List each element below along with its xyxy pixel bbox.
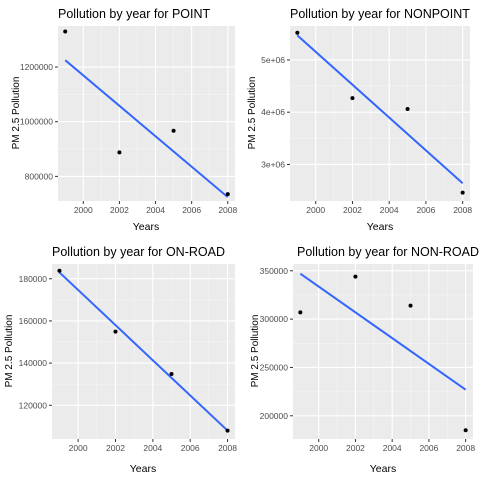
chart-title: Pollution by year for ON-ROAD (52, 245, 225, 259)
x-axis-label: Years (130, 463, 156, 475)
trend-line (299, 272, 467, 391)
trend-line (64, 59, 229, 198)
x-tick-label: 2006 (419, 443, 438, 453)
data-point (350, 96, 355, 101)
x-tick-label: 2008 (218, 443, 237, 453)
data-point (57, 268, 62, 273)
trend-line (58, 271, 229, 432)
x-tick-label: 2002 (343, 205, 362, 215)
y-tick-label: 1000000 (20, 117, 53, 127)
y-tick-label: 800000 (25, 171, 54, 181)
y-tick-label: 120000 (19, 400, 48, 410)
plot-panel (58, 26, 235, 201)
x-tick-label: 2004 (380, 205, 399, 215)
data-point (169, 372, 174, 377)
x-tick-label: 2002 (346, 443, 365, 453)
y-tick-label: 3e+06 (261, 159, 285, 169)
x-tick-label: 2008 (456, 443, 475, 453)
data-point (225, 428, 230, 433)
y-tick-label: 140000 (19, 358, 48, 368)
y-tick-label: 4e+06 (261, 107, 285, 117)
x-tick-label: 2004 (146, 205, 165, 215)
x-tick-label: 2002 (106, 443, 125, 453)
chart-panel-3: 2000 2002 2004 2006 2008 120000 140000 160000 18… (4, 245, 237, 475)
data-point (171, 128, 176, 133)
y-axis-label: PM 2.5 Pollution (4, 315, 15, 388)
chart-title: Pollution by year for POINT (58, 7, 211, 21)
y-tick-label: 200000 (260, 411, 289, 421)
y-axis-label: PM 2.5 Pollution (247, 77, 258, 150)
chart-panel-2: 2000 2002 2004 2006 2008 3e+06 4e+06 5e+06 Pollu… (247, 7, 472, 233)
data-point (113, 329, 118, 334)
data-point (298, 310, 303, 315)
data-point (408, 303, 413, 308)
trend-line (296, 34, 464, 184)
x-tick-label: 2006 (182, 205, 201, 215)
data-point (225, 192, 230, 197)
chart-panel-4: 2000 2002 2004 2006 2008 200000 250000 300000 35… (250, 245, 479, 475)
x-tick-label: 2006 (416, 205, 435, 215)
y-tick-label: 180000 (19, 274, 48, 284)
chart-title: Pollution by year for NONPOINT (290, 7, 470, 21)
y-tick-label: 350000 (260, 266, 289, 276)
x-axis-label: Years (367, 221, 393, 233)
data-point (463, 428, 468, 433)
data-point (295, 30, 300, 35)
y-axis-label: PM 2.5 Pollution (11, 77, 22, 150)
y-tick-label: 250000 (260, 362, 289, 372)
chart-panel-1: 2000 2002 2004 2006 2008 800000 1000000 1200000… (11, 7, 237, 233)
y-tick-label: 5e+06 (261, 55, 285, 65)
y-tick-label: 160000 (19, 316, 48, 326)
x-tick-label: 2000 (74, 205, 93, 215)
x-tick-label: 2006 (181, 443, 200, 453)
x-tick-label: 2002 (110, 205, 129, 215)
y-axis-label: PM 2.5 Pollution (250, 315, 261, 388)
x-axis-label: Years (370, 463, 396, 475)
data-point (460, 190, 465, 195)
x-tick-label: 2000 (306, 205, 325, 215)
x-tick-label: 2008 (218, 205, 237, 215)
x-tick-label: 2004 (143, 443, 162, 453)
x-axis-label: Years (133, 221, 159, 233)
x-tick-label: 2000 (69, 443, 88, 453)
data-point (63, 29, 68, 34)
x-tick-label: 2008 (453, 205, 472, 215)
data-point (405, 107, 410, 112)
y-tick-label: 300000 (260, 314, 289, 324)
plot-panel (293, 264, 473, 439)
y-tick-label: 1200000 (20, 62, 53, 72)
data-point (353, 274, 358, 279)
x-tick-label: 2000 (309, 443, 328, 453)
data-point (117, 150, 122, 155)
chart-title: Pollution by year for NON-ROAD (297, 245, 479, 259)
x-tick-label: 2004 (383, 443, 402, 453)
